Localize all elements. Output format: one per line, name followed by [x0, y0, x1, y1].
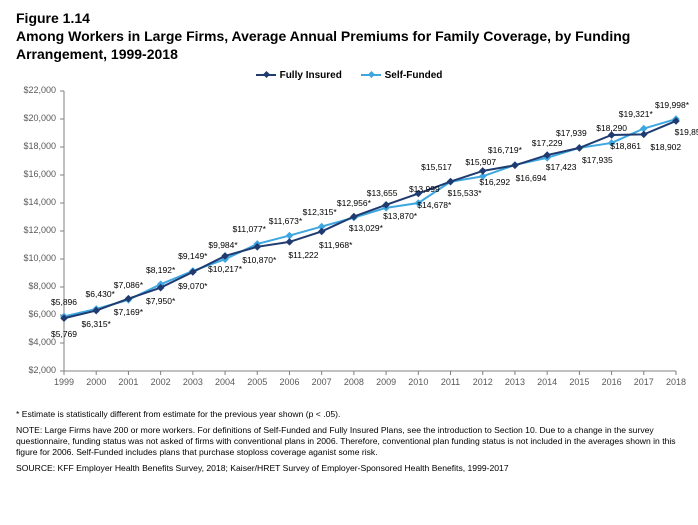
figure-title: Among Workers in Large Firms, Average An… [16, 28, 682, 63]
y-axis-tick-label: $6,000 [16, 309, 56, 319]
self-funded-label: $19,998* [655, 100, 689, 110]
self-funded-label: $7,086* [114, 280, 143, 290]
x-axis-tick-label: 2010 [408, 377, 428, 387]
fully-insured-label: $18,902 [650, 142, 681, 152]
x-axis-tick-label: 2008 [344, 377, 364, 387]
x-axis-tick-label: 2016 [602, 377, 622, 387]
fully-insured-label: $11,968* [319, 240, 352, 250]
self-funded-label: $5,896 [51, 297, 77, 307]
fully-insured-label: $9,070* [178, 281, 207, 291]
self-funded-label: $17,229 [532, 138, 563, 148]
x-axis-tick-label: 2013 [505, 377, 525, 387]
self-funded-label: $15,907 [465, 157, 496, 167]
x-axis-tick-label: 2017 [634, 377, 654, 387]
x-axis-tick-label: 2014 [537, 377, 557, 387]
footnote-note: NOTE: Large Firms have 200 or more worke… [16, 425, 682, 457]
y-axis-tick-label: $14,000 [16, 197, 56, 207]
self-funded-label: $11,077* [233, 224, 266, 234]
fully-insured-label: $13,029* [349, 223, 383, 233]
fully-insured-label: $10,870* [242, 255, 276, 265]
y-axis-tick-label: $8,000 [16, 281, 56, 291]
y-axis-tick-label: $16,000 [16, 169, 56, 179]
fully-insured-label: $17,935 [582, 155, 613, 165]
fully-insured-label: $11,222 [288, 250, 318, 260]
legend-label-self-funded: Self-Funded [385, 70, 443, 81]
y-axis-tick-label: $2,000 [16, 365, 56, 375]
x-axis-tick-label: 2012 [473, 377, 493, 387]
fully-insured-label: $14,678* [417, 200, 451, 210]
self-funded-label: $16,719* [488, 145, 522, 155]
x-axis-tick-label: 2001 [118, 377, 138, 387]
x-axis-tick-label: 1999 [54, 377, 74, 387]
fully-insured-label: $13,870* [383, 211, 417, 221]
self-funded-label: $13,655 [367, 188, 398, 198]
legend: Fully Insured Self-Funded [16, 67, 682, 81]
footnote-source: SOURCE: KFF Employer Health Benefits Sur… [16, 463, 682, 474]
self-funded-label: $18,290 [596, 123, 627, 133]
x-axis-tick-label: 2005 [247, 377, 267, 387]
fully-insured-label: $10,217* [208, 264, 242, 274]
legend-item-fully-insured: Fully Insured [256, 70, 342, 81]
y-axis-tick-label: $20,000 [16, 113, 56, 123]
fully-insured-label: $7,950* [146, 296, 175, 306]
legend-label-fully-insured: Fully Insured [280, 70, 342, 81]
fully-insured-label: $16,292 [479, 177, 510, 187]
chart: $2,000 $4,000 $6,000 $8,000 $10,000 $12,000 $1… [16, 83, 682, 403]
x-axis-tick-label: 2004 [215, 377, 235, 387]
x-axis-tick-label: 2011 [441, 377, 460, 387]
x-axis-tick-label: 2003 [183, 377, 203, 387]
self-funded-label: $12,956* [337, 198, 371, 208]
self-funded-label: $11,673* [269, 216, 302, 226]
figure-container: Figure 1.14 Among Workers in Large Firms… [0, 0, 698, 525]
x-axis-tick-label: 2018 [666, 377, 686, 387]
self-funded-label: $9,149* [178, 251, 207, 261]
figure-number: Figure 1.14 [16, 10, 682, 26]
legend-item-self-funded: Self-Funded [361, 70, 443, 81]
self-funded-label: $12,315* [303, 207, 337, 217]
fully-insured-label: $7,169* [114, 307, 143, 317]
x-axis-tick-label: 2002 [151, 377, 171, 387]
y-axis-tick-label: $22,000 [16, 85, 56, 95]
fully-insured-label: $17,423 [546, 162, 577, 172]
fully-insured-label: $15,533* [447, 188, 481, 198]
y-axis-tick-label: $12,000 [16, 225, 56, 235]
y-axis-tick-label: $4,000 [16, 337, 56, 347]
x-axis-tick-label: 2006 [279, 377, 299, 387]
self-funded-label: $13,999 [409, 184, 440, 194]
x-axis-tick-label: 2009 [376, 377, 396, 387]
fully-insured-label: $18,861 [610, 141, 641, 151]
self-funded-label: $8,192* [146, 265, 175, 275]
y-axis-tick-label: $10,000 [16, 253, 56, 263]
y-axis-tick-label: $18,000 [16, 141, 56, 151]
self-funded-label: $17,939 [556, 128, 587, 138]
x-axis-tick-label: 2015 [569, 377, 589, 387]
self-funded-label: $19,321* [619, 109, 653, 119]
fully-insured-label: $6,315* [82, 319, 111, 329]
self-funded-label: $6,430* [86, 289, 115, 299]
fully-insured-label: $5,769 [51, 329, 77, 339]
x-axis-tick-label: 2007 [312, 377, 332, 387]
self-funded-label: $9,984* [208, 240, 237, 250]
fully-insured-label: $16,694 [516, 173, 547, 183]
footnote-stat: * Estimate is statistically different fr… [16, 409, 682, 420]
self-funded-label: $15,517 [421, 162, 452, 172]
fully-insured-label: $19,859 [675, 127, 698, 137]
x-axis-tick-label: 2000 [86, 377, 106, 387]
